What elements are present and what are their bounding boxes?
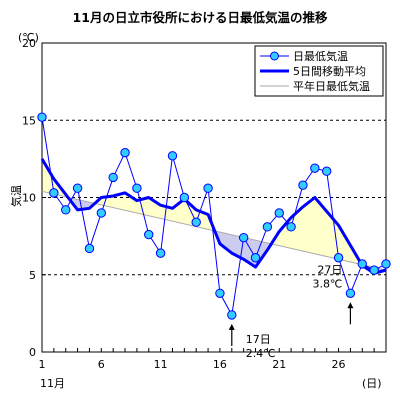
y-tick-label: 5 [29,269,36,282]
daily-min-point [369,265,379,275]
daily-min-point [96,208,107,218]
daily-min-point [108,172,118,183]
x-tick-label: 11 [154,358,168,371]
above-normal-fill [271,197,362,265]
daily-min-point [250,253,261,263]
daily-min-point [227,310,237,320]
legend-marker [270,51,279,61]
daily-min-point [333,253,344,263]
daily-min-point [274,208,284,218]
daily-min-point [345,288,356,298]
daily-min-point [72,183,83,193]
daily-min-point [321,166,332,176]
daily-min-point [120,147,130,158]
legend-entry: 5日間移動平均 [293,64,366,78]
daily-min-point [262,222,273,232]
x-axis-unit: (日) [362,377,382,390]
x-tick-label: 26 [332,358,346,371]
annotation-value: 3.8℃ [313,277,343,290]
y-tick-label: 0 [29,346,36,359]
daily-min-point [238,232,249,243]
x-tick-label: 6 [98,358,105,371]
daily-min-point [179,192,190,203]
daily-min-point [132,183,142,193]
chart-title: 11月の日立市役所における日最低気温の推移 [73,10,328,25]
below-normal-fill [67,197,95,210]
x-axis-month-label: 11月 [40,377,65,390]
daily-min-point [155,248,166,258]
daily-min-point [203,183,213,193]
y-tick-label: 15 [22,114,36,127]
legend-entry: 平年日最低気温 [293,79,370,93]
annotation-arrowhead [228,323,235,330]
legend-entry: 日最低気温 [293,49,348,63]
annotation-value: 2.4℃ [246,347,276,360]
daily-min-point [286,222,296,232]
daily-min-point [357,259,367,269]
daily-min-point [144,229,154,240]
daily-min-point [84,243,95,254]
daily-min-point [37,112,47,122]
above-normal-fill [94,192,215,231]
x-axis-ticks: 1 6 11 16 21 26 [39,348,387,371]
daily-min-point [298,180,308,190]
x-tick-label: 1 [39,358,46,371]
y-tick-label: 20 [22,37,36,50]
series-line-daily-min [41,117,387,317]
above-normal-fill [42,158,68,198]
annotation-day: 27日 [317,263,342,276]
daily-min-point [191,217,201,227]
y-axis-label: 気温 [9,185,23,207]
series-line-moving-average [40,158,387,275]
daily-min-point [49,188,59,198]
daily-min-point [215,288,225,298]
daily-min-point [381,259,391,269]
daily-min-point [310,163,320,173]
daily-min-point [167,151,178,161]
x-tick-label: 16 [213,358,227,371]
x-tick-label: 21 [272,358,286,371]
daily-min-point [61,205,71,215]
y-tick-label: 10 [22,192,36,205]
annotation-day: 17日 [246,333,271,346]
series-layer [37,112,391,320]
y-axis-unit: (℃) [18,31,39,44]
annotation-arrowhead [347,302,354,309]
